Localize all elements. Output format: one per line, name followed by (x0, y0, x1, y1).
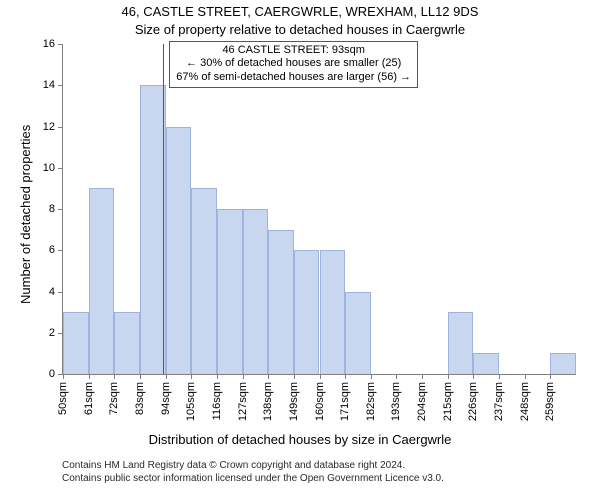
histogram-bar (345, 292, 371, 375)
annotation-line-3: 67% of semi-detached houses are larger (… (176, 71, 411, 85)
x-tick-label: 105sqm (185, 374, 197, 421)
annotation-box: 46 CASTLE STREET: 93sqm← 30% of detached… (169, 41, 418, 88)
histogram-bar (166, 127, 192, 375)
histogram-bar (191, 188, 217, 374)
reference-line (163, 44, 164, 374)
x-tick-label: 116sqm (211, 374, 223, 420)
y-tick: 2 (49, 327, 63, 339)
x-tick-label: 171sqm (339, 374, 351, 421)
x-tick-label: 50sqm (57, 374, 69, 415)
y-tick: 6 (49, 244, 63, 256)
histogram-bar (320, 250, 346, 374)
x-tick-label: 204sqm (416, 374, 428, 421)
histogram-bar (473, 353, 499, 374)
x-tick-label: 72sqm (108, 374, 120, 415)
x-tick-label: 215sqm (442, 374, 454, 421)
footer-line-1: Contains HM Land Registry data © Crown c… (62, 460, 405, 471)
x-tick-label: 127sqm (237, 374, 249, 421)
chart-title: 46, CASTLE STREET, CAERGWRLE, WREXHAM, L… (0, 4, 600, 19)
chart-container: 46, CASTLE STREET, CAERGWRLE, WREXHAM, L… (0, 0, 600, 500)
histogram-bar (448, 312, 474, 374)
y-tick: 4 (49, 286, 63, 298)
histogram-bar (268, 230, 294, 374)
x-tick-label: 248sqm (519, 374, 531, 421)
y-axis-label: Number of detached properties (18, 125, 33, 304)
plot-area: 024681012141650sqm61sqm72sqm83sqm94sqm10… (62, 44, 576, 375)
annotation-line-2: ← 30% of detached houses are smaller (25… (176, 57, 411, 71)
histogram-bar (294, 250, 320, 374)
footer-line-2: Contains public sector information licen… (62, 473, 444, 484)
histogram-bar (63, 312, 89, 374)
y-tick: 14 (43, 79, 63, 91)
x-tick-label: 149sqm (288, 374, 300, 421)
x-tick-label: 61sqm (83, 374, 95, 415)
x-tick-label: 94sqm (160, 374, 172, 415)
x-tick-label: 259sqm (544, 374, 556, 421)
y-tick: 16 (43, 38, 63, 50)
x-tick-label: 193sqm (390, 374, 402, 421)
y-tick: 10 (43, 162, 63, 174)
x-tick-label: 226sqm (467, 374, 479, 421)
x-tick-label: 83sqm (134, 374, 146, 415)
histogram-bar (217, 209, 243, 374)
histogram-bar (550, 353, 576, 374)
chart-subtitle: Size of property relative to detached ho… (0, 22, 600, 37)
x-tick-label: 182sqm (365, 374, 377, 421)
x-tick-label: 160sqm (314, 374, 326, 421)
y-tick: 8 (49, 203, 63, 215)
histogram-bar (89, 188, 115, 374)
x-axis-label: Distribution of detached houses by size … (0, 432, 600, 447)
y-tick: 12 (43, 121, 63, 133)
x-tick-label: 138sqm (262, 374, 274, 421)
histogram-bar (140, 85, 166, 374)
annotation-line-1: 46 CASTLE STREET: 93sqm (176, 44, 411, 58)
histogram-bar (114, 312, 140, 374)
x-tick-label: 237sqm (493, 374, 505, 421)
histogram-bar (243, 209, 269, 374)
